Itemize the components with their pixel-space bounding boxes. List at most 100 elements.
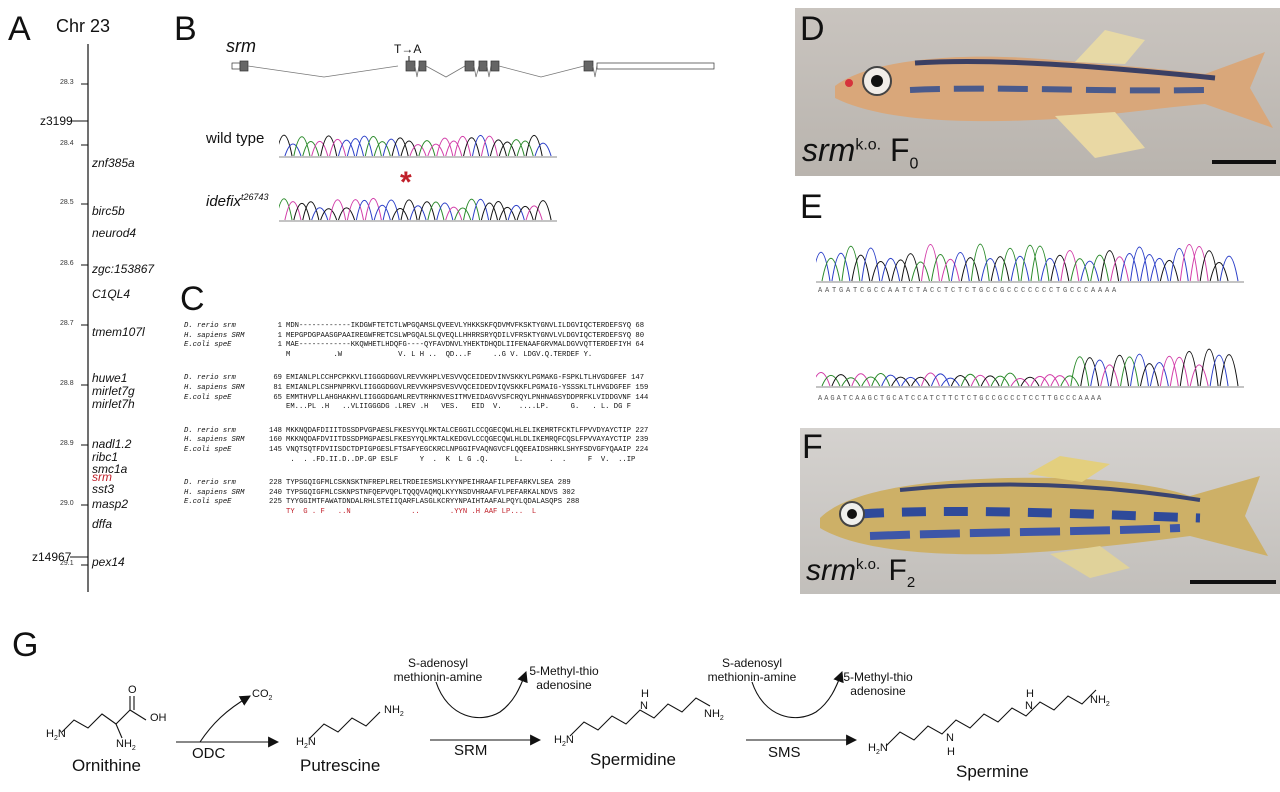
trace-peak <box>1040 258 1060 282</box>
trace-peak <box>338 139 356 157</box>
tick-label: 28.7 <box>60 320 74 327</box>
atom-label: H2N <box>46 728 66 743</box>
alignment-row: H. sapiens SRM 240 TYPSGQIGFMLCSKNPSTNFQEP… <box>184 488 576 497</box>
alignment-consensus: . . .FD.II.D..DP.GP ESLF Y . K L G .Q. L… <box>286 455 636 464</box>
trace-peak <box>1050 375 1070 387</box>
generation-text: F <box>888 554 907 587</box>
atom-label: H <box>947 746 955 758</box>
trace-peak <box>302 140 320 157</box>
trace-peak <box>293 202 311 221</box>
trace-peak <box>891 259 911 282</box>
alignment-row: H. sapiens SRM 81 EMIANLPLCSHPNPRKVLIIGGGD… <box>184 383 649 392</box>
trace-peak <box>950 375 970 387</box>
trace-peak <box>489 201 507 221</box>
trace-peak <box>930 254 950 282</box>
alignment-row: E.coli speE 225 TYYGGIMTFAWATDNDALRHLSTEII… <box>184 498 580 507</box>
gene-pex14: pex14 <box>92 555 125 569</box>
trace-peak <box>284 143 302 157</box>
trace-peak <box>1050 255 1070 282</box>
atom-label: NH2 <box>1090 694 1110 709</box>
alignment-row: E.coli speE 145 VNQTSQTFDVIISDCTDPIGPGESLF… <box>184 445 649 454</box>
trace-peak <box>816 371 831 387</box>
atom-label: H <box>641 688 649 700</box>
alignment-consensus: TY G . F ..N .. .YYN .H AAF LP... L <box>286 507 537 516</box>
alignment-row: D. rerio srm 228 TYPSGQIGFMLCSKNSKTNFREPLR… <box>184 479 571 488</box>
trace-peak <box>1070 258 1090 282</box>
trace-peak <box>1080 357 1100 387</box>
trace-peak <box>960 373 980 387</box>
tick-label: 28.5 <box>60 199 74 206</box>
panel-e-letter: E <box>800 188 823 226</box>
trace-peak <box>355 199 373 221</box>
trace-peak <box>851 254 871 282</box>
trace-peak <box>1090 359 1110 387</box>
trace-peak <box>1149 258 1169 282</box>
mutant-name: idefix <box>206 193 242 210</box>
trace-peak <box>534 142 552 157</box>
panel-c-letter: C <box>180 280 205 318</box>
trace-peak <box>841 245 861 282</box>
scale-bar <box>1212 160 1276 164</box>
trace-peak <box>960 257 980 282</box>
trace-peak <box>507 139 525 157</box>
atom-label: NH2 <box>116 738 136 753</box>
trace-peak <box>489 139 507 157</box>
trace-peak <box>400 199 418 221</box>
trace-peak <box>1169 247 1189 282</box>
trace-peak <box>279 134 293 157</box>
fish-photo-f2 <box>800 428 1280 594</box>
gene-dffa: dffa <box>92 517 113 531</box>
trace-peak <box>472 198 490 221</box>
trace-peak <box>346 138 364 157</box>
trace-peak <box>1139 254 1159 282</box>
trace-peak <box>436 202 454 221</box>
trace-peak <box>454 135 472 157</box>
trace-peak <box>1189 246 1209 282</box>
trace-peak <box>1120 253 1139 282</box>
wild-type-label: wild type <box>206 130 265 147</box>
trace-peak <box>516 140 534 157</box>
chromosome-axis <box>70 44 89 592</box>
trace-peak <box>1070 356 1090 387</box>
sequence-alignment: D. rerio srm 1 MDN------------IKDGWFTETCTL… <box>184 322 784 518</box>
trace-peak <box>373 204 391 221</box>
trace-peak <box>931 373 950 387</box>
atom-label: NH2 <box>704 708 724 723</box>
trace-peak <box>921 244 940 282</box>
gene-name-srm: srm <box>226 36 256 56</box>
gene-zgc153867: zgc:153867 <box>92 262 155 276</box>
gene-structure <box>231 56 715 78</box>
co2-label: CO2 <box>252 688 273 703</box>
trace-peak <box>525 134 543 157</box>
alignment-block-2: D. rerio srm 69 EMIANLPLCCHPCPKKVLIIGGGDGG… <box>184 374 784 412</box>
trace-peak <box>841 377 861 387</box>
genotype-superscript: k.o. <box>855 136 882 154</box>
atom-label: N <box>1025 700 1033 712</box>
trace-peak <box>1110 354 1130 387</box>
trace-peak <box>1040 374 1060 387</box>
alignment-row: H. sapiens SRM 160 MKKNQDAFDVIITDSSDPMGPAE… <box>184 436 649 445</box>
trace-peak <box>1020 245 1040 282</box>
trace-peak <box>320 135 338 157</box>
trace-peak <box>293 136 311 157</box>
trace-peak <box>472 134 490 157</box>
trace-peak <box>302 201 320 221</box>
product-label-2: 5-Methyl-thio adenosine <box>843 670 913 698</box>
atom-label: H2N <box>296 736 316 751</box>
tick-label: 29.1 <box>60 560 74 567</box>
trace-peak <box>1000 372 1020 387</box>
trace-peak <box>418 201 436 221</box>
trace-peak <box>871 372 891 387</box>
alignment-row: D. rerio srm 69 EMIANLPLCCHPCPKKVLIIGGGDGG… <box>184 374 645 383</box>
trace-peak <box>279 198 293 221</box>
trace-1-bases: AATGATCGCCAATCTACCTCTCTGCCGCCCCCCCTGCCCA… <box>818 287 1120 295</box>
trace-peak <box>480 202 498 221</box>
trace-peak <box>901 253 921 282</box>
gene-birc5b: birc5b <box>92 204 125 218</box>
trace-peak <box>891 376 911 387</box>
trace-peak <box>1199 348 1219 387</box>
mutant-label: idefixt26743 <box>206 192 269 210</box>
trace-peak <box>284 201 302 221</box>
gene-mirlet7h: mirlet7h <box>92 397 135 411</box>
trace-peak <box>1060 249 1080 282</box>
